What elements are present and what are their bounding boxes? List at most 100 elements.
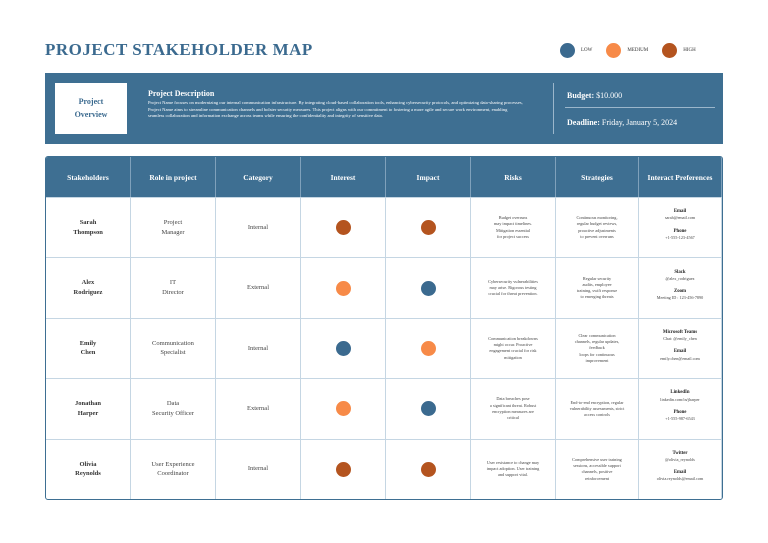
category: External [216, 378, 301, 439]
category: Internal [216, 197, 301, 258]
legend-dot [560, 43, 575, 58]
column-header: Risks [471, 157, 556, 197]
risks: Communication breakdowns might occur. Pr… [471, 317, 556, 379]
stakeholder-name: Sarah Thompson [46, 197, 131, 258]
budget-value: $10.000 [596, 91, 623, 100]
preference-contact: Meeting ID : 123-456-7890 [656, 295, 704, 301]
role: Data Security Officer [131, 378, 216, 439]
impact-indicator [420, 220, 436, 236]
deadline: Deadline: Friday, January 5, 2024 [567, 118, 677, 127]
column-header: Impact [386, 157, 471, 197]
stakeholder-name: Emily Chen [46, 317, 131, 379]
interest-cell [301, 378, 386, 439]
column-header: Interact Preferences [639, 157, 722, 197]
divider [565, 107, 715, 108]
budget-label: Budget: [567, 91, 595, 100]
legend-label: MEDIUM [627, 48, 649, 53]
stakeholder-name: Olivia Reynolds [46, 438, 131, 499]
preferences: Email sarah@email.com Phone +1-555-123-4567 [639, 197, 722, 258]
interest-indicator [335, 220, 351, 236]
legend-dot [662, 43, 678, 58]
preference-channel: Phone [673, 228, 687, 234]
legend-label: LOW [581, 48, 593, 53]
role: IT Director [131, 257, 216, 318]
preference-contact: emily.chen@email.com [660, 355, 700, 361]
interest-indicator [335, 401, 351, 417]
interest-indicator [335, 461, 351, 477]
legend-item: HIGH [662, 43, 696, 58]
column-header: Interest [301, 157, 386, 197]
overview-description: Project Name focuses on modernizing our … [148, 100, 523, 119]
preferences: Microsoft Teams Chat: @emily_chen Email emi… [639, 317, 722, 379]
preference-channel: Email [673, 209, 687, 215]
strategies: Regular security audits, employee traini… [556, 257, 639, 318]
preference-contact: linkedin.com/in/jharper [660, 396, 700, 402]
preferences: Twitter @olivia_reynolds Email olivia.reyno… [639, 438, 722, 499]
preference-channel: Twitter [672, 450, 688, 456]
interest-cell [301, 257, 386, 318]
impact-indicator [420, 461, 436, 477]
legend: LOW MEDIUM HIGH [560, 43, 696, 58]
divider [553, 83, 554, 134]
interest-cell [301, 317, 386, 379]
risks: Data breaches pose a significant threat.… [471, 378, 556, 439]
role: User Experience Coordinator [131, 438, 216, 499]
preference-channel: Email [673, 349, 687, 355]
role: Project Manager [131, 197, 216, 258]
legend-item: MEDIUM [606, 43, 648, 58]
impact-cell [386, 257, 471, 318]
interest-cell [301, 197, 386, 258]
preference-channel: Email [673, 470, 687, 476]
risks: Budget overruns may impact timelines. Mi… [471, 197, 556, 258]
budget: Budget: $10.000 [567, 91, 622, 100]
stakeholder-name: Jonathan Harper [46, 378, 131, 439]
legend-label: HIGH [683, 48, 696, 53]
category: Internal [216, 438, 301, 499]
page-title: PROJECT STAKEHOLDER MAP [45, 40, 313, 59]
preference-channel: Microsoft Teams [662, 330, 698, 335]
preference-channel: Zoom [674, 289, 686, 295]
stakeholder-name: Alex Rodriguez [46, 257, 131, 318]
preference-channel: LinkedIn [670, 390, 690, 396]
risks: Cybersecurity vulnerabilities may arise.… [471, 257, 556, 318]
preferences: LinkedIn linkedin.com/in/jharper Phone +1-5… [639, 378, 722, 439]
legend-item: LOW [560, 43, 592, 58]
column-header: Category [216, 157, 301, 197]
interest-indicator [335, 280, 351, 296]
stakeholder-table: Stakeholders Role in project Category Inter… [45, 156, 723, 500]
strategies: Comprehensive user training sessions, ac… [556, 438, 639, 499]
overview-heading: Project Description [148, 89, 215, 98]
impact-cell [386, 317, 471, 379]
preference-contact: @olivia_reynolds [665, 457, 695, 462]
impact-indicator [420, 340, 436, 356]
interest-indicator [335, 340, 351, 356]
overview-panel: Project Overview Project Description Pro… [45, 73, 723, 144]
impact-cell [386, 438, 471, 499]
preference-channel: Slack [674, 269, 686, 275]
strategies: Clear communication channels, regular up… [556, 317, 639, 379]
category: Internal [216, 317, 301, 379]
preference-contact: sarah@email.com [664, 215, 696, 221]
preferences: Slack @alex_rodriguez Zoom Meeting ID : 123… [639, 257, 722, 318]
deadline-value: Friday, January 5, 2024 [601, 118, 678, 127]
risks: User resistance to change may impact ado… [471, 438, 556, 499]
interest-cell [301, 438, 386, 499]
deadline-label: Deadline: [567, 118, 600, 127]
preference-contact: +1-555-987-6543 [665, 416, 695, 422]
impact-indicator [420, 401, 436, 417]
strategies: Continuous monitoring, regular budget re… [556, 197, 639, 258]
impact-indicator [420, 280, 436, 296]
role: Communication Specialist [131, 317, 216, 379]
preference-channel: Phone [673, 409, 687, 415]
column-header: Stakeholders [46, 157, 131, 197]
preference-contact: +1-555-123-4567 [665, 234, 695, 240]
category: External [216, 257, 301, 318]
column-header: Strategies [556, 157, 639, 197]
strategies: End-to-end encryption, regular vulnerabi… [556, 378, 639, 439]
column-header: Role in project [131, 157, 216, 197]
preference-contact: @alex_rodriguez [665, 275, 695, 281]
preference-contact: Chat: @emily_chen [663, 336, 697, 342]
preference-contact: olivia.reynolds@email.com [656, 476, 704, 482]
legend-dot [606, 43, 622, 58]
